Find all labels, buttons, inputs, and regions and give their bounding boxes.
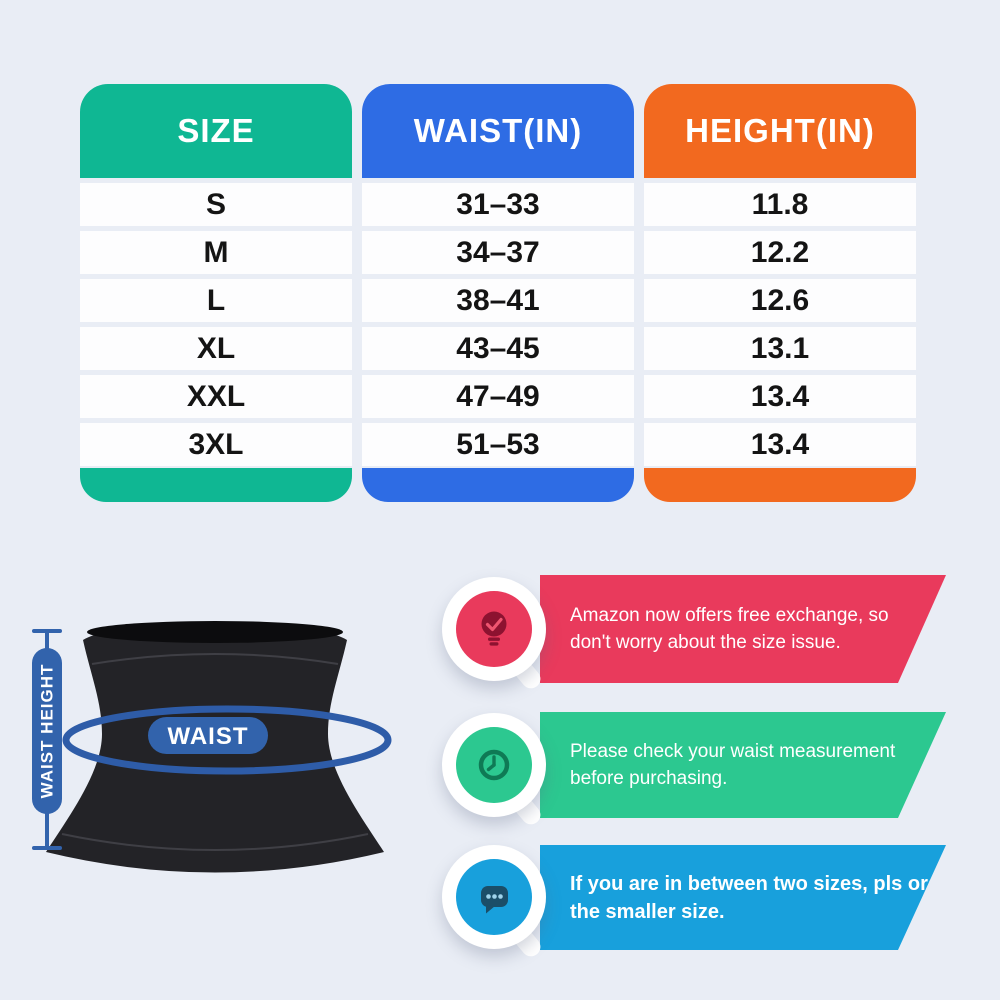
waist-cell: 43–45: [362, 327, 634, 370]
garment-top-seam: [91, 653, 339, 665]
callout-banner-between-sizes: If you are in between two sizes, pls ord…: [540, 845, 946, 950]
height-cell: 13.1: [644, 327, 916, 370]
waist-cell: 31–33: [362, 183, 634, 226]
check-mark: [485, 617, 503, 632]
height-cell: 13.4: [644, 375, 916, 418]
callout-text-line: don't worry about the size issue.: [570, 632, 841, 653]
waist-cell: 38–41: [362, 279, 634, 322]
callout-text-line: If you are in between two sizes, pls ord…: [570, 872, 959, 895]
size-cell: 3XL: [80, 423, 352, 466]
clock-icon: [478, 749, 510, 781]
callout-badge-between-sizes: [442, 845, 546, 961]
waist-circumference-ellipse: [62, 705, 392, 775]
size-cell: XL: [80, 327, 352, 370]
size-cell: S: [80, 183, 352, 226]
lightbulb-check-icon: [481, 611, 507, 646]
size-cell: L: [80, 279, 352, 322]
waist-cell: 34–37: [362, 231, 634, 274]
clock-hour-hand: [486, 763, 496, 772]
height-column: HEIGHT(IN) 11.8 12.2 12.6 13.1 13.4 13.4: [644, 84, 916, 502]
waist-label-pill: [148, 717, 268, 754]
size-column-header: SIZE: [80, 84, 352, 178]
height-cell: 12.6: [644, 279, 916, 322]
height-cell: 13.4: [644, 423, 916, 466]
callout-banner-exchange: Amazon now offers free exchange, so don'…: [540, 575, 946, 683]
size-cell: M: [80, 231, 352, 274]
callout-banner-measure: Please check your waist measurement befo…: [540, 712, 946, 818]
callout-text-line: before purchasing.: [570, 768, 728, 789]
waist-trainer-illustration: WAIST WAIST HEIGHT: [32, 621, 392, 873]
size-cell: XXL: [80, 375, 352, 418]
waist-column-header: WAIST(IN): [362, 84, 634, 178]
chat-bubble-tail: [486, 905, 495, 914]
waist-height-label-text: WAIST HEIGHT: [38, 664, 57, 799]
waist-cell: 51–53: [362, 423, 634, 466]
size-column-footer: [80, 468, 352, 502]
callout-text-line: Amazon now offers free exchange, so: [570, 605, 889, 626]
waist-height-pill: [32, 648, 62, 814]
callout-text-line: Please check your waist measurement: [570, 741, 896, 762]
callout-badge-exchange: [442, 577, 546, 693]
waist-column: WAIST(IN) 31–33 34–37 38–41 43–45 47–49 …: [362, 84, 634, 502]
garment-top-opening: [87, 621, 343, 643]
chat-dots-icon: [481, 886, 508, 914]
height-cell: 11.8: [644, 183, 916, 226]
garment-bottom-seam: [61, 833, 369, 851]
measurement-diagram: WAIST WAIST HEIGHT: [20, 600, 420, 895]
callout-badge-measure: [442, 713, 546, 829]
waist-label-text: WAIST: [168, 723, 249, 750]
size-column: SIZE S M L XL XXL 3XL: [80, 84, 352, 502]
height-column-header: HEIGHT(IN): [644, 84, 916, 178]
callout-text-line: the smaller size.: [570, 900, 725, 923]
height-cell: 12.2: [644, 231, 916, 274]
height-column-footer: [644, 468, 916, 502]
waist-column-footer: [362, 468, 634, 502]
waist-cell: 47–49: [362, 375, 634, 418]
waist-height-measure: WAIST HEIGHT: [32, 629, 62, 850]
size-table: SIZE S M L XL XXL 3XL WAIST(IN) 31–33 34…: [80, 84, 916, 502]
